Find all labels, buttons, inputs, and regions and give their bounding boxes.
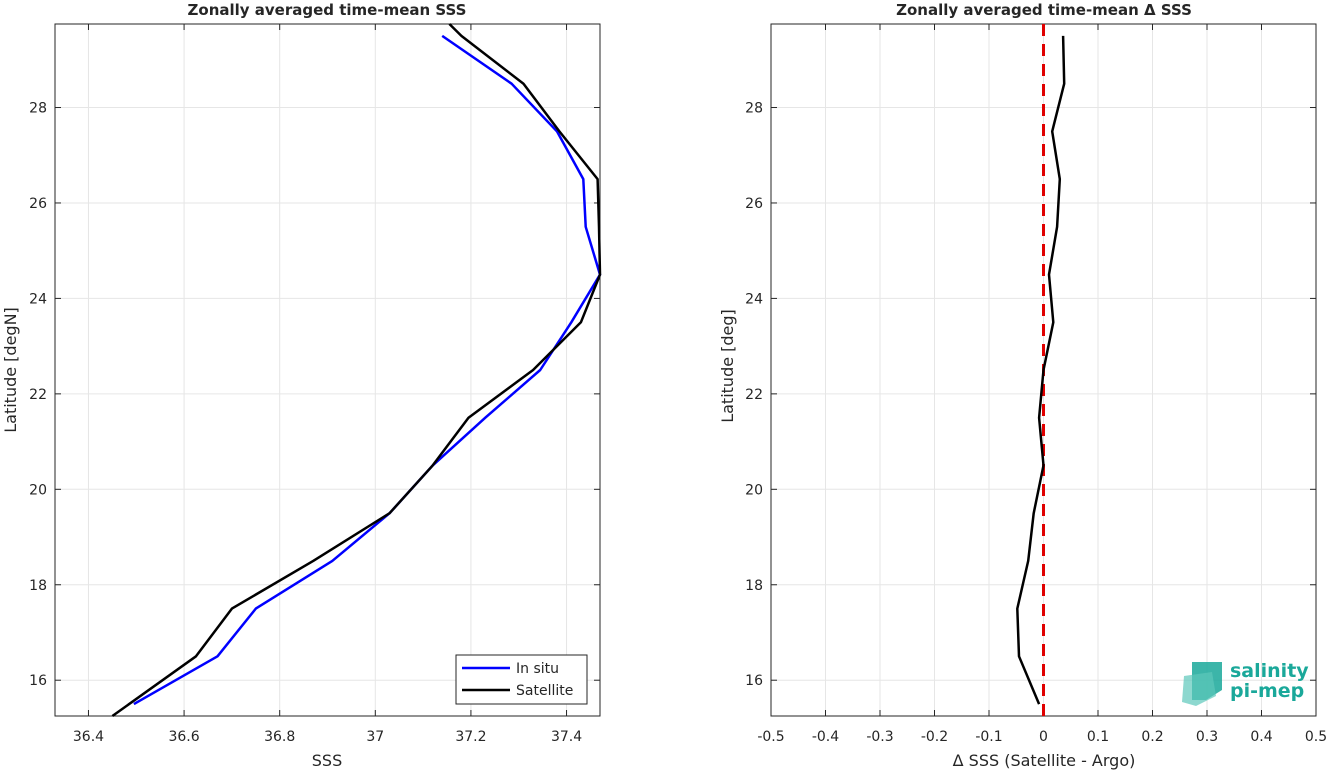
right-xtick-label: -0.3 (866, 729, 893, 745)
legend-label-in-situ: In situ (516, 661, 559, 677)
legend-box (455, 654, 588, 705)
right-ytick-label: 26 (745, 196, 763, 212)
right-ylabel: Latitude [deg] (718, 309, 737, 423)
legend-label-satellite: Satellite (516, 683, 573, 699)
right-ytick-label: 24 (745, 291, 763, 307)
left-ytick-label: 16 (29, 673, 47, 689)
left-title: Zonally averaged time-mean SSS (188, 1, 467, 19)
left-xtick-label: 36.8 (264, 729, 295, 745)
left-series-line-satellite (111, 23, 602, 718)
left-panel: 36.4 36.6 36.8 37 37.2 37.4 16 18 20 22 24 26 28 Zon… (1, 1, 602, 770)
legend: In situ Satellite (455, 654, 588, 705)
right-title: Zonally averaged time-mean Δ SSS (896, 1, 1192, 19)
right-xtick-label: 0 (1039, 729, 1048, 745)
left-ytick-label: 26 (29, 196, 47, 212)
logo-wave-icon-back (1182, 672, 1216, 706)
left-series-line-in-situ (133, 34, 602, 706)
right-xtick-label: -0.4 (812, 729, 839, 745)
right-xtick-label: 0.1 (1087, 729, 1109, 745)
left-xtick-label: 37.4 (551, 729, 582, 745)
left-xtick-label: 37.2 (455, 729, 486, 745)
right-xlabel: Δ SSS (Satellite - Argo) (953, 751, 1136, 770)
right-series (1016, 24, 1066, 716)
right-ytick-label: 22 (745, 387, 763, 403)
left-ytick-label: 20 (29, 482, 47, 498)
right-ytick-label: 20 (745, 482, 763, 498)
salinity-pi-mep-logo: salinity pi-mep (1182, 660, 1309, 706)
right-ytick-label: 16 (745, 673, 763, 689)
right-xtick-label: 0.2 (1141, 729, 1163, 745)
left-series (111, 23, 602, 718)
right-xtick-label: -0.5 (757, 729, 784, 745)
right-xtick-label: -0.1 (975, 729, 1002, 745)
left-ylabel: Latitude [degN] (1, 307, 20, 433)
right-xtick-label: 0.3 (1196, 729, 1218, 745)
left-ytick-label: 28 (29, 101, 47, 117)
left-ytick-label: 18 (29, 578, 47, 594)
right-series-line-delta-sss (1016, 35, 1066, 705)
right-ytick-label: 18 (745, 578, 763, 594)
right-xtick-label: -0.2 (921, 729, 948, 745)
left-xtick-label: 36.6 (168, 729, 199, 745)
right-ticks: -0.5 -0.4 -0.3 -0.2 -0.1 0 0.1 0.2 0.3 0.4 0.5 16 18… (745, 24, 1327, 745)
left-ytick-label: 22 (29, 387, 47, 403)
left-ytick-label: 24 (29, 291, 47, 307)
left-grid (55, 24, 600, 716)
right-xtick-label: 0.5 (1305, 729, 1327, 745)
left-xtick-label: 36.4 (73, 729, 104, 745)
left-xtick-label: 37 (366, 729, 384, 745)
left-ticks: 36.4 36.6 36.8 37 37.2 37.4 16 18 20 22 24 26 28 (29, 24, 600, 745)
right-ytick-label: 28 (745, 101, 763, 117)
logo-line2: pi-mep (1230, 680, 1304, 702)
right-xtick-label: 0.4 (1250, 729, 1272, 745)
left-axes-box (54, 23, 601, 717)
right-panel: -0.5 -0.4 -0.3 -0.2 -0.1 0 0.1 0.2 0.3 0.4 0.5 16 18… (718, 1, 1327, 770)
logo-line1: salinity (1230, 660, 1309, 682)
left-xlabel: SSS (312, 751, 342, 770)
